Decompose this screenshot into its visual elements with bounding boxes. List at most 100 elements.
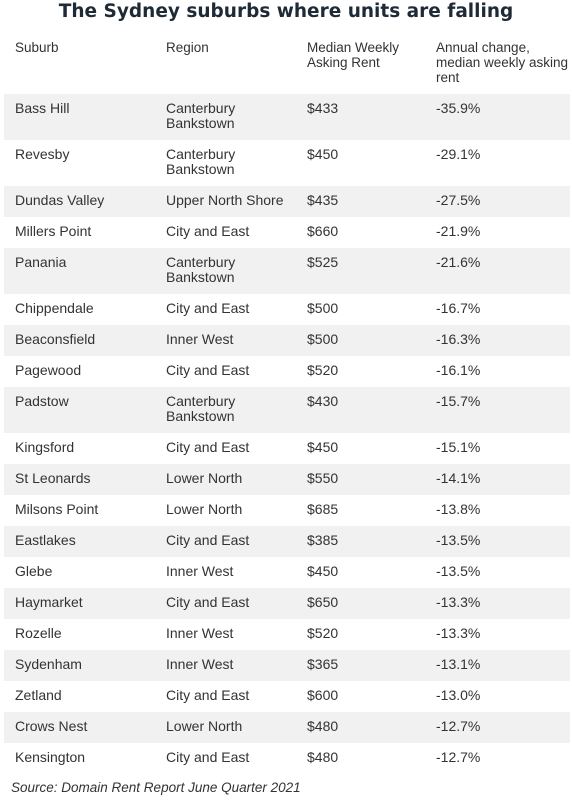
cell-rent: $433 bbox=[307, 100, 339, 116]
table-row: St Leonards Lower North $550 -14.1% bbox=[4, 464, 570, 495]
rent-table: Suburb Region Median Weekly Asking Rent … bbox=[4, 32, 570, 774]
table-row: Sydenham Inner West $365 -13.1% bbox=[4, 650, 570, 681]
cell-region: Inner West bbox=[166, 625, 234, 641]
cell-rent: $660 bbox=[307, 223, 339, 239]
cell-suburb: Dundas Valley bbox=[15, 192, 105, 208]
cell-rent: $365 bbox=[307, 656, 339, 672]
header-region: Region bbox=[166, 40, 209, 55]
cell-suburb: Crows Nest bbox=[15, 718, 88, 734]
cell-suburb: Bass Hill bbox=[15, 100, 70, 116]
cell-rent: $430 bbox=[307, 393, 339, 409]
cell-region: City and East bbox=[166, 687, 250, 703]
cell-change: -14.1% bbox=[436, 470, 481, 486]
cell-region: City and East bbox=[166, 749, 250, 765]
cell-rent: $480 bbox=[307, 718, 339, 734]
table-row: Millers Point City and East $660 -21.9% bbox=[4, 217, 570, 248]
table-row: Beaconsfield Inner West $500 -16.3% bbox=[4, 325, 570, 356]
cell-suburb: Pagewood bbox=[15, 362, 82, 378]
cell-region: Inner West bbox=[166, 331, 234, 347]
table-row: Panania Canterbury Bankstown $525 -21.6% bbox=[4, 248, 570, 294]
cell-region: Canterbury Bankstown bbox=[166, 254, 236, 285]
cell-suburb: Sydenham bbox=[15, 656, 82, 672]
cell-suburb: Zetland bbox=[15, 687, 62, 703]
cell-region: Lower North bbox=[166, 501, 243, 517]
cell-rent: $550 bbox=[307, 470, 339, 486]
cell-region: City and East bbox=[166, 594, 250, 610]
table-row: Zetland City and East $600 -13.0% bbox=[4, 681, 570, 712]
table-row: Rozelle Inner West $520 -13.3% bbox=[4, 619, 570, 650]
table-row: Kensington City and East $480 -12.7% bbox=[4, 743, 570, 774]
cell-region: Inner West bbox=[166, 656, 234, 672]
cell-change: -16.7% bbox=[436, 300, 481, 316]
cell-rent: $525 bbox=[307, 254, 339, 270]
cell-region: Canterbury Bankstown bbox=[166, 100, 236, 131]
cell-region: Lower North bbox=[166, 470, 243, 486]
cell-change: -21.9% bbox=[436, 223, 481, 239]
cell-rent: $500 bbox=[307, 300, 339, 316]
cell-region: City and East bbox=[166, 439, 250, 455]
cell-change: -15.1% bbox=[436, 439, 481, 455]
table-row: Padstow Canterbury Bankstown $430 -15.7% bbox=[4, 387, 570, 433]
cell-rent: $435 bbox=[307, 192, 339, 208]
cell-region: City and East bbox=[166, 300, 250, 316]
cell-region: City and East bbox=[166, 532, 250, 548]
cell-suburb: Revesby bbox=[15, 146, 70, 162]
cell-suburb: Chippendale bbox=[15, 300, 94, 316]
cell-rent: $500 bbox=[307, 331, 339, 347]
cell-rent: $685 bbox=[307, 501, 339, 517]
cell-change: -13.1% bbox=[436, 656, 481, 672]
table-row: Glebe Inner West $450 -13.5% bbox=[4, 557, 570, 588]
cell-change: -27.5% bbox=[436, 192, 481, 208]
cell-change: -35.9% bbox=[436, 100, 481, 116]
cell-region: Canterbury Bankstown bbox=[166, 393, 236, 424]
cell-change: -13.3% bbox=[436, 594, 481, 610]
cell-rent: $520 bbox=[307, 625, 339, 641]
table-row: Crows Nest Lower North $480 -12.7% bbox=[4, 712, 570, 743]
cell-rent: $480 bbox=[307, 749, 339, 765]
cell-change: -15.7% bbox=[436, 393, 481, 409]
cell-change: -13.0% bbox=[436, 687, 481, 703]
table-row: Milsons Point Lower North $685 -13.8% bbox=[4, 495, 570, 526]
cell-change: -29.1% bbox=[436, 146, 481, 162]
cell-rent: $450 bbox=[307, 563, 339, 579]
table-row: Haymarket City and East $650 -13.3% bbox=[4, 588, 570, 619]
cell-suburb: Panania bbox=[15, 254, 67, 270]
cell-change: -12.7% bbox=[436, 749, 481, 765]
cell-suburb: Kingsford bbox=[15, 439, 75, 455]
cell-suburb: Haymarket bbox=[15, 594, 83, 610]
cell-change: -13.3% bbox=[436, 625, 481, 641]
cell-rent: $450 bbox=[307, 439, 339, 455]
cell-suburb: Kensington bbox=[15, 749, 86, 765]
cell-change: -13.5% bbox=[436, 532, 481, 548]
cell-suburb: Beaconsfield bbox=[15, 331, 96, 347]
table-row: Dundas Valley Upper North Shore $435 -27… bbox=[4, 186, 570, 217]
cell-suburb: Rozelle bbox=[15, 625, 62, 641]
table-row: Kingsford City and East $450 -15.1% bbox=[4, 433, 570, 464]
cell-change: -16.1% bbox=[436, 362, 481, 378]
cell-region: Lower North bbox=[166, 718, 243, 734]
table-row: Eastlakes City and East $385 -13.5% bbox=[4, 526, 570, 557]
cell-rent: $520 bbox=[307, 362, 339, 378]
table-row: Revesby Canterbury Bankstown $450 -29.1% bbox=[4, 140, 570, 186]
cell-region: Canterbury Bankstown bbox=[166, 146, 236, 177]
cell-change: -12.7% bbox=[436, 718, 481, 734]
cell-change: -13.5% bbox=[436, 563, 481, 579]
cell-region: Inner West bbox=[166, 563, 234, 579]
cell-change: -16.3% bbox=[436, 331, 481, 347]
cell-change: -21.6% bbox=[436, 254, 481, 270]
cell-suburb: St Leonards bbox=[15, 470, 91, 486]
cell-region: City and East bbox=[166, 362, 250, 378]
cell-change: -13.8% bbox=[436, 501, 481, 517]
table-header-row: Suburb Region Median Weekly Asking Rent … bbox=[4, 32, 570, 94]
cell-suburb: Milsons Point bbox=[15, 501, 99, 517]
cell-suburb: Padstow bbox=[15, 393, 69, 409]
cell-rent: $600 bbox=[307, 687, 339, 703]
cell-suburb: Glebe bbox=[15, 563, 53, 579]
cell-rent: $650 bbox=[307, 594, 339, 610]
header-change: Annual change, median weekly asking rent bbox=[436, 40, 569, 85]
cell-region: City and East bbox=[166, 223, 250, 239]
cell-rent: $385 bbox=[307, 532, 339, 548]
cell-suburb: Millers Point bbox=[15, 223, 92, 239]
header-suburb: Suburb bbox=[15, 40, 59, 55]
table-row: Chippendale City and East $500 -16.7% bbox=[4, 294, 570, 325]
